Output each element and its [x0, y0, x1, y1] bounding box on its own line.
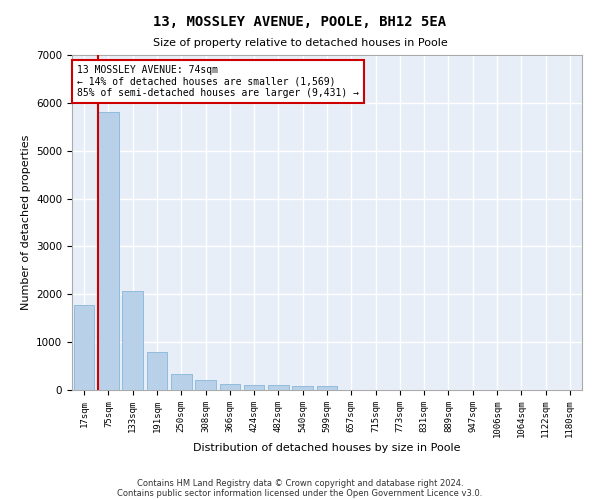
Bar [244, 384, 265, 390]
Text: Size of property relative to detached houses in Poole: Size of property relative to detached ho… [152, 38, 448, 48]
Text: Contains HM Land Registry data © Crown copyright and database right 2024.: Contains HM Land Registry data © Crown c… [137, 478, 463, 488]
Text: 13 MOSSLEY AVENUE: 74sqm
← 14% of detached houses are smaller (1,569)
85% of sem: 13 MOSSLEY AVENUE: 74sqm ← 14% of detach… [77, 65, 359, 98]
Bar [317, 386, 337, 390]
Y-axis label: Number of detached properties: Number of detached properties [20, 135, 31, 310]
Bar [220, 384, 240, 390]
Bar [195, 380, 216, 390]
Bar [146, 352, 167, 390]
Text: 13, MOSSLEY AVENUE, POOLE, BH12 5EA: 13, MOSSLEY AVENUE, POOLE, BH12 5EA [154, 15, 446, 29]
Text: Contains public sector information licensed under the Open Government Licence v3: Contains public sector information licen… [118, 488, 482, 498]
Bar [171, 374, 191, 390]
Bar [268, 385, 289, 390]
Bar [74, 305, 94, 390]
Bar [98, 112, 119, 390]
Bar [292, 386, 313, 390]
X-axis label: Distribution of detached houses by size in Poole: Distribution of detached houses by size … [193, 443, 461, 453]
Bar [122, 292, 143, 390]
